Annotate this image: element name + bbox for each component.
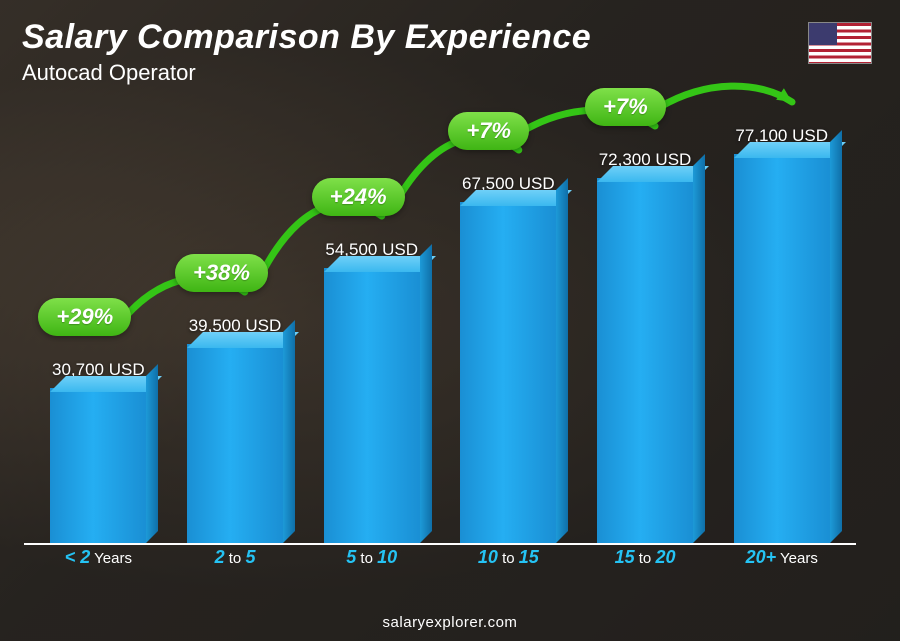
bar [460, 202, 556, 543]
bar-side-face [283, 320, 295, 543]
bar-side-face [420, 244, 432, 543]
bar-front [597, 178, 693, 543]
chart-baseline [24, 543, 856, 545]
xlabel-dim: Years [90, 550, 132, 567]
xlabel-dim: to [635, 550, 656, 567]
infographic-page: Salary Comparison By Experience Autocad … [0, 0, 900, 641]
xlabel-dim: to [356, 550, 377, 567]
bar [187, 344, 283, 543]
bar [50, 388, 146, 543]
us-flag-icon [808, 22, 872, 64]
xlabel-accent: 20 [655, 547, 675, 567]
pct-change-badge: +7% [448, 112, 529, 150]
pct-change-badge: +7% [585, 88, 666, 126]
xlabel-accent: < 2 [65, 547, 91, 567]
xlabel-accent: 5 [346, 547, 356, 567]
xlabel-dim: to [498, 550, 519, 567]
x-axis-label: 10 to 15 [440, 547, 577, 571]
bar-top-face [734, 142, 846, 158]
bar [324, 268, 420, 543]
bar-side-face [146, 364, 158, 543]
pct-change-badge: +29% [38, 298, 131, 336]
bar-front [187, 344, 283, 543]
x-axis-label: 2 to 5 [167, 547, 304, 571]
x-axis-label: 20+ Years [713, 547, 850, 571]
bar-front [734, 154, 830, 543]
bar-slot: 67,500 USD [440, 120, 577, 543]
bar-front [50, 388, 146, 543]
xlabel-accent: 15 [519, 547, 539, 567]
bars-container: 30,700 USD39,500 USD54,500 USD67,500 USD… [30, 120, 850, 543]
bar-side-face [556, 178, 568, 543]
bar-front [460, 202, 556, 543]
pct-change-badge: +38% [175, 254, 268, 292]
xlabel-dim: Years [776, 550, 818, 567]
x-axis-label: 15 to 20 [577, 547, 714, 571]
bar-front [324, 268, 420, 543]
x-axis-label: < 2 Years [30, 547, 167, 571]
xlabel-accent: 20+ [746, 547, 777, 567]
xlabel-accent: 2 [215, 547, 225, 567]
xlabel-accent: 15 [615, 547, 635, 567]
bar-slot: 72,300 USD [577, 120, 714, 543]
page-subtitle: Autocad Operator [22, 60, 196, 86]
bar [597, 178, 693, 543]
xlabel-accent: 10 [377, 547, 397, 567]
bar-chart: 30,700 USD39,500 USD54,500 USD67,500 USD… [30, 120, 850, 571]
xlabel-accent: 5 [245, 547, 255, 567]
footer-attribution: salaryexplorer.com [0, 614, 900, 631]
xlabel-dim: to [225, 550, 246, 567]
pct-change-badge: +24% [312, 178, 405, 216]
xlabel-accent: 10 [478, 547, 498, 567]
bar [734, 154, 830, 543]
bar-top-face [324, 256, 436, 272]
page-title: Salary Comparison By Experience [22, 18, 591, 57]
bar-slot: 39,500 USD [167, 120, 304, 543]
bar-side-face [830, 130, 842, 543]
x-axis-labels: < 2 Years2 to 55 to 1010 to 1515 to 2020… [30, 547, 850, 571]
bar-side-face [693, 154, 705, 543]
x-axis-label: 5 to 10 [303, 547, 440, 571]
bar-slot: 77,100 USD [713, 120, 850, 543]
